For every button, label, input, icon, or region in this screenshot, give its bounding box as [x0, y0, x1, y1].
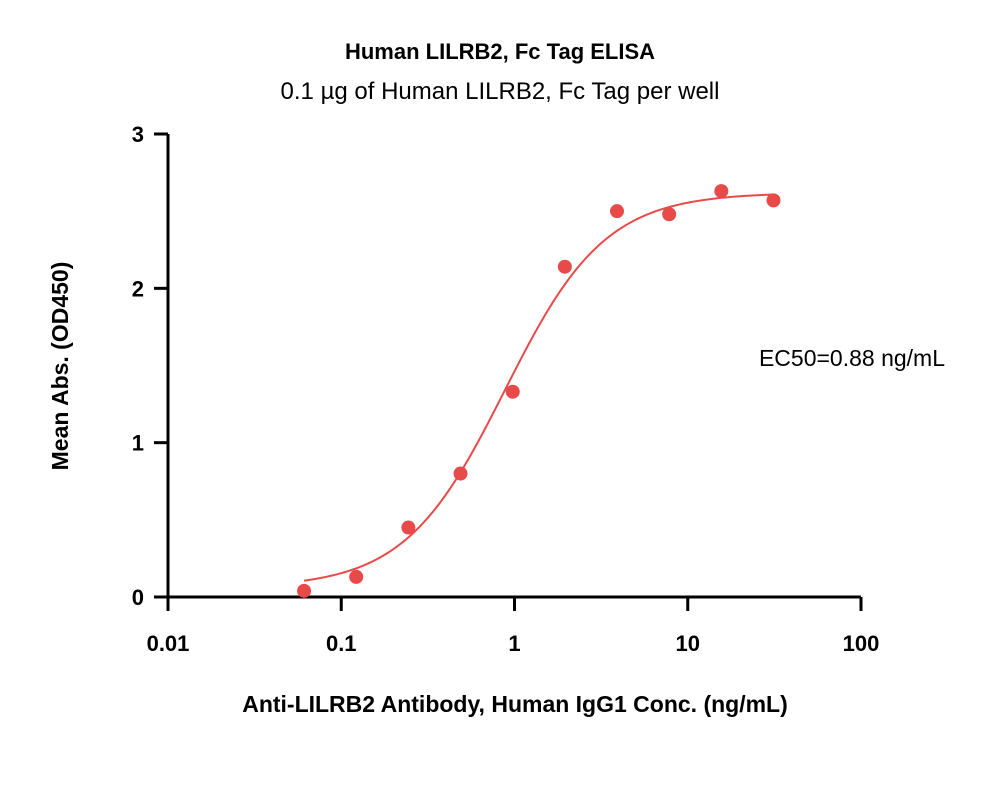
x-tick-label: 1 — [508, 631, 520, 656]
y-axis-label: Mean Abs. (OD450) — [47, 262, 73, 471]
x-tick-label: 0.1 — [326, 631, 357, 656]
y-tick-label: 1 — [132, 431, 144, 456]
data-point — [557, 259, 572, 274]
data-point — [610, 204, 625, 219]
x-tick-label: 0.01 — [147, 631, 190, 656]
x-tick-label: 10 — [676, 631, 700, 656]
x-tick-label: 100 — [843, 631, 880, 656]
axis-ticks: 0.01 0.1 1 10 100 0 1 2 3 — [132, 122, 880, 656]
chart-title: Human LILRB2, Fc Tag ELISA — [345, 39, 655, 64]
x-axis-label: Anti-LILRB2 Antibody, Human IgG1 Conc. (… — [242, 691, 788, 717]
data-points — [297, 184, 781, 598]
data-point — [349, 569, 364, 584]
data-point — [766, 193, 781, 208]
chart-subtitle: 0.1 µg of Human LILRB2, Fc Tag per well — [281, 78, 720, 105]
ec50-annotation: EC50=0.88 ng/mL — [759, 345, 945, 371]
data-point — [662, 207, 677, 222]
data-point — [505, 384, 520, 399]
fit-curve — [303, 193, 774, 582]
data-point — [714, 184, 729, 199]
y-tick-label: 2 — [132, 276, 144, 301]
data-point — [453, 466, 468, 481]
data-point — [297, 583, 312, 598]
y-tick-label: 0 — [132, 585, 144, 610]
data-point — [401, 520, 416, 535]
y-tick-label: 3 — [132, 122, 144, 147]
